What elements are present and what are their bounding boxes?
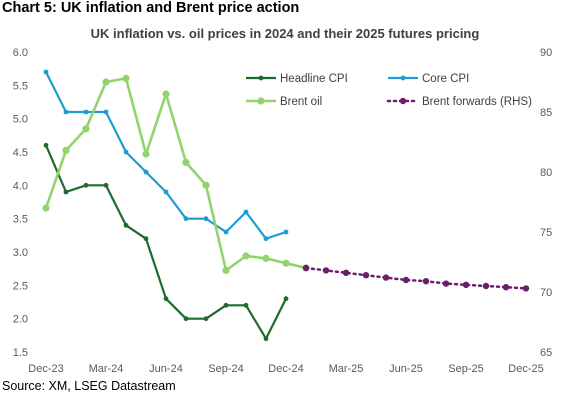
data-point [103,109,109,115]
y-left-tick-label: 2.5 [13,280,28,292]
y-left-tick-label: 6.0 [13,47,28,59]
data-point [262,254,270,262]
data-point [243,209,249,215]
y-left-tick-label: 4.5 [13,147,28,159]
data-point [62,146,70,154]
chart-header: Chart 5: UK inflation and Brent price ac… [2,0,300,16]
legend-label: Brent oil [280,96,322,108]
data-point [163,189,169,195]
data-point [282,259,290,267]
data-point [82,125,90,133]
data-point [142,150,150,158]
y-left-tick-label: 5.0 [13,114,28,126]
series-line [304,266,528,290]
data-point [43,69,49,75]
x-tick-label: Mar-25 [329,363,364,375]
data-point [203,216,209,222]
data-point [182,158,190,166]
source-note: Source: XM, LSEG Datastream [2,379,176,393]
data-point [222,266,230,274]
data-point [462,281,470,288]
y-right-tick-label: 80 [540,167,552,179]
legend-label: Core CPI [422,73,469,85]
x-tick-label: Dec-23 [28,363,63,375]
data-point [203,316,209,322]
series-core-cpi [43,69,289,242]
x-tick-label: Mar-24 [89,363,124,375]
data-point [63,189,69,195]
y-left-tick-label: 2.0 [13,314,28,326]
data-point [183,316,189,322]
y-left-tick-label: 1.5 [13,347,28,359]
legend-item: Brent forwards (RHS) [386,96,532,108]
legend-item: Core CPI [388,73,469,85]
data-point [422,278,430,285]
chart-title: UK inflation vs. oil prices in 2024 and … [90,26,480,41]
y-left-tick-label: 5.5 [13,80,28,92]
data-point [43,142,49,148]
data-point [263,336,269,342]
y-left-tick-label: 3.5 [13,214,28,226]
x-tick-label: Dec-25 [508,363,543,375]
x-tick-label: Jun-25 [389,363,423,375]
series-line [44,144,287,340]
data-point [382,274,390,281]
x-tick-label: Sep-25 [448,363,483,375]
y-right-tick-label: 65 [540,347,552,359]
x-tick-label: Dec-24 [268,363,303,375]
data-point [482,282,490,290]
legend-marker [258,75,264,81]
series-brent-forwards-rhs [302,264,530,292]
data-point [123,222,129,228]
x-tick-label: Sep-24 [208,363,243,375]
data-point [322,267,330,274]
y-right-tick-label: 70 [540,287,552,299]
data-point [103,182,109,188]
legend-item: Headline CPI [246,73,348,85]
y-right-tick-label: 75 [540,227,552,239]
data-point [83,109,89,115]
legend-item: Brent oil [246,96,322,108]
data-point [143,236,149,242]
data-point [243,302,249,308]
y-right-tick-label: 85 [540,107,552,119]
data-point [122,74,130,82]
legend-marker [257,97,265,105]
data-point [402,276,410,284]
y-right-tick-label: 90 [540,47,552,59]
series-brent-oil [42,74,310,274]
data-point [302,264,310,272]
data-point [263,236,269,242]
series-headline-cpi [43,142,289,342]
data-point [362,272,370,279]
y-left-tick-label: 3.0 [13,247,28,259]
series-line [44,77,307,272]
data-point [63,109,69,115]
data-point [342,269,350,276]
data-point [242,252,250,260]
data-point [102,78,110,86]
data-point [143,169,149,175]
data-point [162,90,170,98]
data-point [42,204,50,212]
data-point [83,182,89,188]
x-tick-label: Jun-24 [149,363,183,375]
legend-marker [399,97,407,105]
data-point [502,284,510,291]
data-point [223,229,229,235]
data-point [442,280,450,287]
data-point [183,216,189,222]
legend-label: Headline CPI [280,73,348,85]
data-point [202,181,210,189]
legend-marker [400,75,406,81]
data-point [283,229,289,235]
data-point [123,149,129,155]
data-point [163,296,169,302]
y-left-tick-label: 4.0 [13,180,28,192]
data-point [283,296,289,302]
legend-label: Brent forwards (RHS) [422,96,532,108]
data-point [223,302,229,308]
data-point [522,285,530,292]
